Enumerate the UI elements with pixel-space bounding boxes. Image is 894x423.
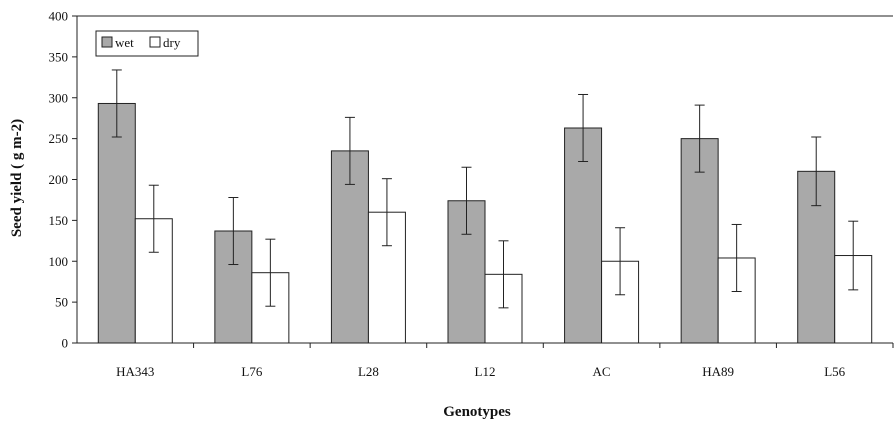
x-tick-label-L12: L12 bbox=[475, 364, 496, 379]
y-tick-label: 150 bbox=[49, 213, 69, 228]
x-tick-label-L56: L56 bbox=[824, 364, 845, 379]
y-tick-label: 400 bbox=[49, 9, 69, 24]
legend-swatch-dry bbox=[149, 36, 161, 48]
y-tick-label: 100 bbox=[49, 254, 69, 269]
legend-swatch-wet bbox=[101, 36, 113, 48]
legend-label-dry: dry bbox=[163, 35, 181, 50]
y-tick-label: 300 bbox=[49, 90, 69, 105]
x-tick-label-HA89: HA89 bbox=[702, 364, 734, 379]
y-tick-label: 250 bbox=[49, 131, 69, 146]
x-tick-label-AC: AC bbox=[593, 364, 611, 379]
y-axis-title: Seed yield ( g m-2) bbox=[9, 119, 25, 237]
error-bars-group bbox=[111, 69, 859, 309]
x-axis-ticks: HA343 L76 L28 L12 AC HA89 L56 bbox=[116, 343, 894, 379]
y-tick-label: 200 bbox=[49, 172, 69, 187]
x-tick-label-L76: L76 bbox=[241, 364, 262, 379]
y-axis-ticks: 0 50 100 150 200 250 300 350 400 bbox=[49, 9, 77, 351]
y-tick-label: 50 bbox=[55, 295, 68, 310]
legend-label-wet: wet bbox=[115, 35, 134, 50]
legend: wet dry bbox=[95, 30, 199, 57]
y-tick-label: 350 bbox=[49, 49, 69, 64]
bar-wet-HA89 bbox=[680, 138, 719, 344]
legend-box bbox=[95, 30, 199, 57]
x-tick-label-HA343: HA343 bbox=[116, 364, 154, 379]
bars-group bbox=[97, 102, 873, 344]
bar-wet-HA343 bbox=[97, 102, 136, 344]
y-tick-label: 0 bbox=[62, 336, 69, 351]
x-tick-label-L28: L28 bbox=[358, 364, 379, 379]
bar-wet-AC bbox=[564, 127, 603, 344]
x-axis-title: Genotypes bbox=[443, 404, 511, 420]
